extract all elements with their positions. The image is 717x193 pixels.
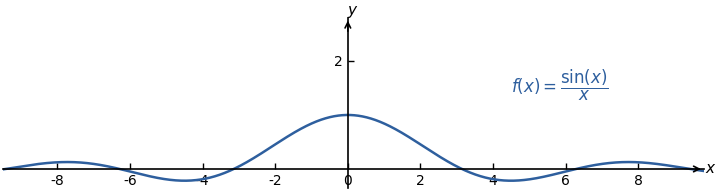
Text: y: y — [348, 3, 356, 18]
Text: $f(x) = \dfrac{\sin(x)}{x}$: $f(x) = \dfrac{\sin(x)}{x}$ — [511, 68, 609, 103]
Text: x: x — [706, 162, 715, 176]
